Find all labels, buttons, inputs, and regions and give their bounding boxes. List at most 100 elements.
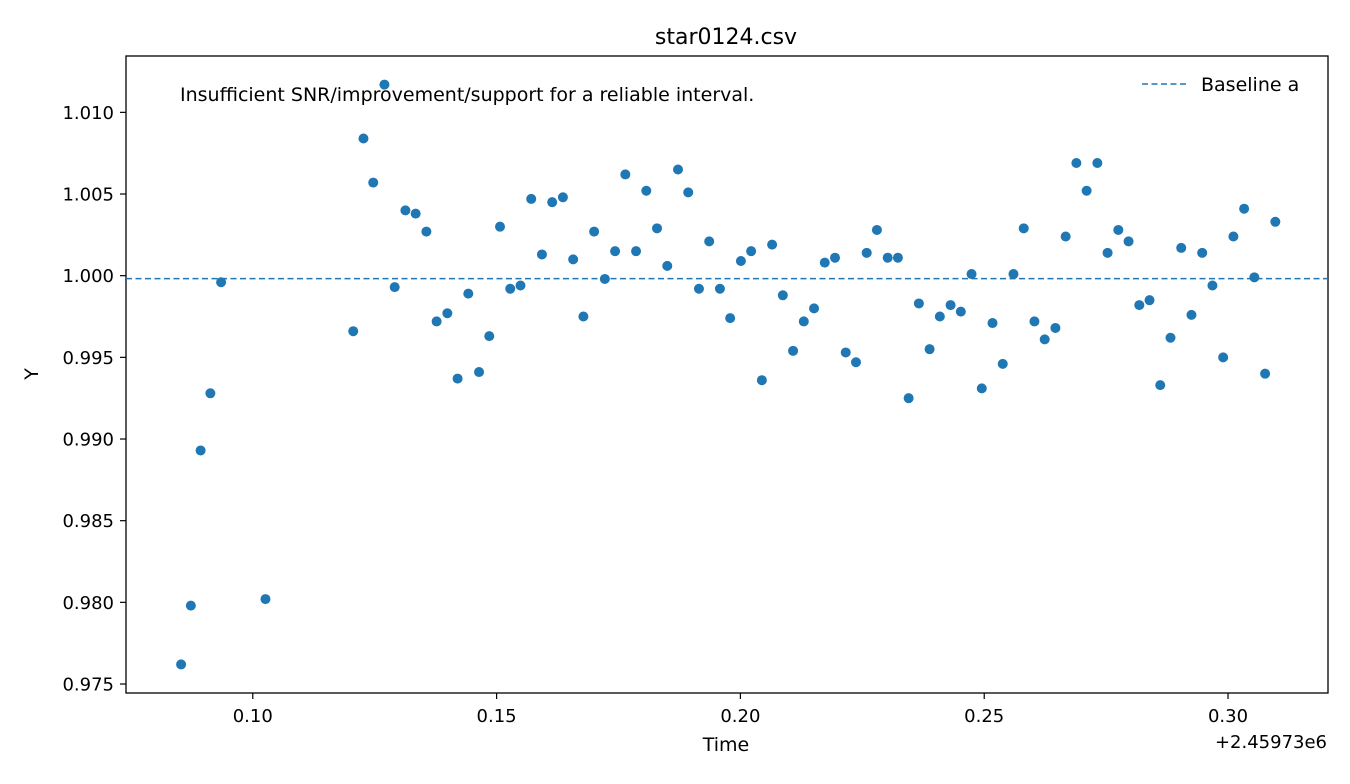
- legend: Baseline a: [1142, 74, 1299, 96]
- data-point: [348, 326, 359, 337]
- data-point: [735, 255, 746, 266]
- data-point: [1270, 216, 1281, 227]
- data-point: [463, 288, 474, 299]
- data-point: [903, 393, 914, 404]
- data-point: [1134, 300, 1145, 311]
- data-point: [1050, 322, 1061, 333]
- data-point: [515, 280, 526, 291]
- data-point: [589, 226, 600, 237]
- data-point: [955, 306, 966, 317]
- data-point: [997, 358, 1008, 369]
- data-point: [474, 367, 485, 378]
- data-point: [1123, 236, 1134, 247]
- data-point: [861, 247, 872, 258]
- x-axis-offset-label: +2.45973e6: [1215, 732, 1327, 753]
- data-point: [1176, 242, 1187, 253]
- data-point: [526, 193, 537, 204]
- x-tick-label: 0.10: [233, 706, 273, 727]
- x-axis-label: Time: [702, 734, 750, 756]
- data-point: [693, 283, 704, 294]
- data-point: [798, 316, 809, 327]
- data-point: [205, 388, 216, 399]
- data-point: [746, 246, 757, 257]
- data-point: [913, 298, 924, 309]
- data-point: [945, 300, 956, 311]
- data-point: [1239, 203, 1250, 214]
- x-tick-label: 0.25: [964, 706, 1004, 727]
- data-point: [767, 239, 778, 250]
- data-point: [1249, 272, 1260, 283]
- data-point: [714, 283, 725, 294]
- data-point: [505, 283, 516, 294]
- data-point: [1081, 185, 1092, 196]
- data-point: [557, 192, 568, 203]
- data-point: [1039, 334, 1050, 345]
- data-point: [389, 282, 400, 293]
- data-point: [379, 79, 390, 90]
- data-point: [1218, 352, 1229, 363]
- data-point: [934, 311, 945, 322]
- data-point: [987, 318, 998, 329]
- data-point: [882, 252, 893, 263]
- data-point: [662, 260, 673, 271]
- data-point: [1186, 309, 1197, 320]
- y-axis-ticks: 0.975 0.980 0.985 0.990 0.995 1.000 1.005 1.010: [62, 103, 126, 696]
- data-point: [966, 269, 977, 280]
- data-point: [195, 445, 206, 456]
- y-tick-label: 0.975: [62, 675, 114, 696]
- data-point: [830, 252, 841, 263]
- data-point: [924, 344, 935, 355]
- y-tick-label: 0.980: [62, 593, 114, 614]
- data-point: [1197, 247, 1208, 258]
- data-point: [410, 208, 421, 219]
- data-point: [819, 257, 830, 268]
- data-point: [1071, 157, 1082, 168]
- data-point: [652, 223, 663, 234]
- scatter-points: [176, 79, 1281, 670]
- data-point: [1207, 280, 1218, 291]
- data-point: [641, 185, 652, 196]
- data-point: [631, 246, 642, 257]
- data-point: [840, 347, 851, 358]
- data-point: [1060, 231, 1071, 242]
- data-point: [1260, 368, 1271, 379]
- data-point: [777, 290, 788, 301]
- data-point: [495, 221, 506, 232]
- data-point: [871, 224, 882, 235]
- data-point: [599, 273, 610, 284]
- data-point: [620, 169, 631, 180]
- data-point: [1144, 295, 1155, 306]
- y-tick-label: 1.005: [62, 185, 114, 206]
- data-point: [536, 249, 547, 260]
- x-tick-label: 0.15: [477, 706, 517, 727]
- data-point: [1228, 231, 1239, 242]
- data-point: [176, 659, 187, 670]
- data-point: [1029, 316, 1040, 327]
- data-point: [484, 331, 495, 342]
- data-point: [725, 313, 736, 324]
- data-point: [892, 252, 903, 263]
- y-tick-label: 0.995: [62, 348, 114, 369]
- data-point: [260, 594, 271, 605]
- chart-title: star0124.csv: [655, 25, 797, 50]
- data-point: [368, 177, 379, 188]
- data-point: [442, 308, 453, 319]
- data-point: [976, 383, 987, 394]
- data-point: [185, 600, 196, 611]
- x-axis-ticks: 0.10 0.15 0.20 0.25 0.30: [233, 693, 1248, 727]
- data-point: [1092, 157, 1103, 168]
- plot-area-frame: [125, 55, 1329, 694]
- data-point: [547, 197, 558, 208]
- y-axis-label: Y: [21, 368, 43, 381]
- data-point: [568, 254, 579, 265]
- y-tick-label: 0.985: [62, 511, 114, 532]
- x-tick-label: 0.30: [1208, 706, 1248, 727]
- data-point: [1018, 223, 1029, 234]
- data-point: [358, 133, 369, 144]
- legend-entry-baseline-a: Baseline a: [1201, 74, 1299, 96]
- chart-annotation: Insufficient SNR/improvement/support for…: [180, 84, 754, 106]
- data-point: [610, 246, 621, 257]
- x-tick-label: 0.20: [720, 706, 760, 727]
